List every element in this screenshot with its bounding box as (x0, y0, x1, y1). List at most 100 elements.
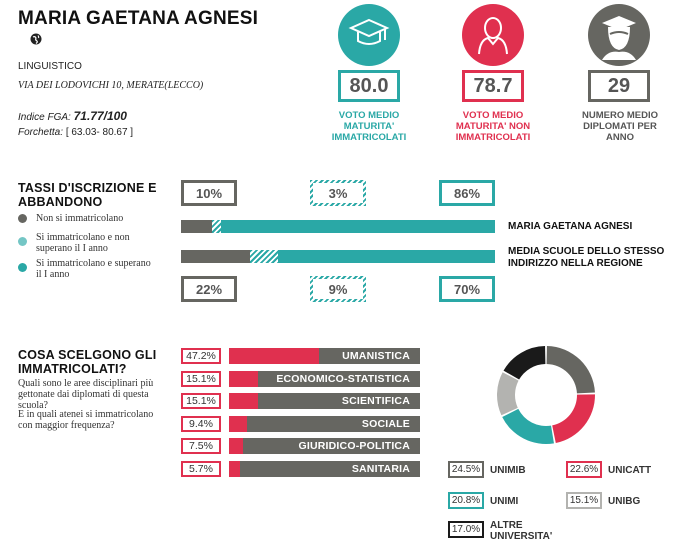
subject-bar-track (229, 371, 420, 387)
forchetta: Forchetta: [ 63.03- 80.67 ] (18, 127, 133, 138)
uni-name: UNIMIB (490, 465, 526, 476)
uni-name: UNIBG (608, 496, 641, 507)
stat-label: VOTO MEDIO MATURITA' NON IMMATRICOLATI (455, 110, 531, 143)
stat-value: 80.0 (349, 74, 389, 97)
donut-slice-unimi (502, 408, 554, 444)
school-pct-non: 10% (181, 180, 237, 206)
school-address: VIA DEI LODOVICHI 10, MERATE(LECCO) (18, 80, 204, 91)
stat-value: 29 (607, 74, 631, 97)
school-pct-superano: 86% (439, 180, 495, 206)
uni-pct: 22.6% (569, 464, 599, 475)
person-icon (462, 4, 524, 66)
stat-value-box: 78.7 (462, 70, 524, 102)
globe-icon[interactable] (30, 32, 42, 45)
subject-bar-fill (229, 416, 247, 432)
section-title-scelte: COSA SCELGONO GLI IMMATRICOLATI? (18, 348, 157, 376)
subject-bar-fill (229, 438, 243, 454)
subject-pct-box: 7.5% (181, 438, 221, 454)
subject-bar: GIURIDICO-POLITICA (229, 438, 420, 454)
pct-value: 9% (328, 281, 348, 297)
stat-label: VOTO MEDIO MATURITA' IMMATRICOLATI (331, 110, 407, 143)
stat-value-box: 80.0 (338, 70, 400, 102)
region-pct-abbandono: 9% (310, 276, 366, 302)
bar-segment-superano (278, 250, 495, 263)
region-bar-label: MEDIA SCUOLE DELLO STESSO INDIRIZZO NELL… (508, 246, 665, 269)
subject-bar: ECONOMICO-STATISTICA (229, 371, 420, 387)
legend-label: Si immatricolano e non superano il I ann… (36, 232, 130, 254)
uni-name: ALTRE UNIVERSITA' (490, 520, 553, 542)
stat-value-box: 29 (588, 70, 650, 102)
subject-bar-fill (229, 371, 258, 387)
donut-slice-unibg (497, 372, 519, 416)
subject-label: GIURIDICO-POLITICA (298, 440, 410, 452)
subject-pct-box: 5.7% (181, 461, 221, 477)
section-title-iscrizione: TASSI D'ISCRIZIONE E ABBANDONO (18, 181, 157, 209)
bar-segment-superano (221, 220, 495, 233)
subject-label: SOCIALE (361, 418, 410, 430)
subject-pct-box: 9.4% (181, 416, 221, 432)
fga-value: 71.77/100 (73, 109, 127, 123)
uni-pct-box: 24.5% (448, 461, 484, 478)
donut-slice-unicatt (552, 394, 595, 444)
subject-pct: 15.1% (186, 395, 216, 407)
subject-bar: SOCIALE (229, 416, 420, 432)
uni-name: UNICATT (608, 465, 652, 476)
bar-segment-non (181, 220, 212, 233)
uni-pct: 15.1% (569, 495, 599, 506)
pct-value: 22% (195, 281, 223, 297)
bar-segment-non (181, 250, 250, 263)
bar-segment-abbandono (250, 250, 278, 263)
subject-label: ECONOMICO-STATISTICA (276, 373, 410, 385)
subject-pct-box: 15.1% (181, 371, 221, 387)
subject-label: SANITARIA (351, 463, 410, 475)
subject-label: UMANISTICA (342, 350, 410, 362)
legend-label: Non si immatricolano (36, 213, 124, 224)
subject-pct: 15.1% (186, 373, 216, 385)
question-atenei: E in quali atenei si immatricolano con m… (18, 409, 154, 431)
subject-pct: 47.2% (186, 350, 216, 362)
subject-pct-box: 15.1% (181, 393, 221, 409)
fga-index: Indice FGA: 71.77/100 (18, 109, 127, 123)
pct-value: 70% (453, 281, 481, 297)
subject-bar-fill (229, 393, 258, 409)
stat-label: NUMERO MEDIO DIPLOMATI PER ANNO (582, 110, 658, 143)
subject-bar-fill (229, 348, 319, 364)
school-type: LINGUISTICO (18, 61, 82, 72)
question-areas: Quali sono le aree disciplinari più gett… (18, 378, 154, 411)
subject-pct: 9.4% (189, 418, 213, 430)
legend-dot-grey (18, 214, 27, 223)
bar-segment-abbandono (212, 220, 221, 233)
legend-label: Si immatricolano e superano il I anno (36, 258, 151, 280)
subject-bar: UMANISTICA (229, 348, 420, 364)
pct-value: 3% (328, 185, 348, 201)
stat-value: 78.7 (473, 74, 513, 97)
school-name: MARIA GAETANA AGNESI (18, 8, 259, 29)
graduation-cap-icon (338, 4, 400, 66)
uni-pct: 20.8% (451, 495, 481, 506)
uni-pct: 17.0% (451, 524, 481, 535)
region-pct-non: 22% (181, 276, 237, 302)
subject-bar: SANITARIA (229, 461, 420, 477)
subject-label: SCIENTIFICA (341, 395, 410, 407)
region-stacked-bar (181, 250, 495, 263)
school-bar-label: MARIA GAETANA AGNESI (508, 221, 633, 232)
subject-bar-track (229, 438, 420, 454)
uni-pct-box: 20.8% (448, 492, 484, 509)
subject-bar: SCIENTIFICA (229, 393, 420, 409)
donut-slice-altre-universita (503, 346, 546, 380)
subject-pct-box: 47.2% (181, 348, 221, 364)
uni-pct-box: 15.1% (566, 492, 602, 509)
school-stacked-bar (181, 220, 495, 233)
subject-bar-fill (229, 461, 240, 477)
uni-pct-box: 22.6% (566, 461, 602, 478)
legend-dot-teal (18, 263, 27, 272)
forchetta-label: Forchetta: (18, 127, 64, 138)
universities-donut (497, 346, 595, 444)
subject-pct: 5.7% (189, 463, 213, 475)
region-pct-superano: 70% (439, 276, 495, 302)
graduate-icon (588, 4, 650, 66)
uni-name: UNIMI (490, 496, 519, 507)
donut-slice-unimib (546, 346, 595, 394)
forchetta-value: [ 63.03- 80.67 ] (65, 127, 134, 138)
pct-value: 86% (453, 185, 481, 201)
